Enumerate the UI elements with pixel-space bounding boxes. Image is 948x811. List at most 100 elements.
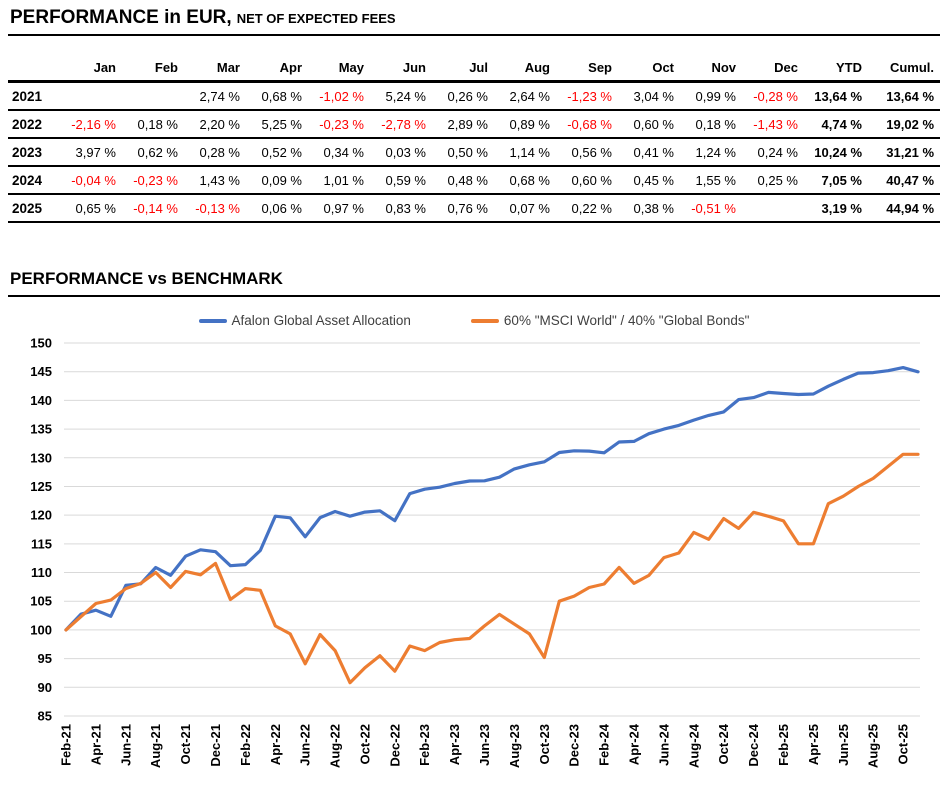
x-axis-tick-label: Jun-25 xyxy=(836,724,851,766)
y-axis-tick-label: 100 xyxy=(30,622,52,637)
value-cell: 0,50 % xyxy=(432,138,494,167)
value-cell: 2,20 % xyxy=(184,110,246,139)
header-cell-cumul: Cumul. xyxy=(868,36,940,83)
value-cell: -0,14 % xyxy=(122,194,184,223)
legend-label: Afalon Global Asset Allocation xyxy=(231,313,411,328)
x-axis-tick-label: Dec-21 xyxy=(208,724,223,767)
value-cell: 5,25 % xyxy=(246,110,308,139)
ytd-cell: 3,19 % xyxy=(804,194,868,223)
value-cell: 0,59 % xyxy=(370,166,432,195)
value-cell: -0,28 % xyxy=(742,81,804,111)
value-cell: 0,99 % xyxy=(680,81,742,111)
x-axis-tick-label: Oct-21 xyxy=(178,724,193,764)
x-axis-tick-label: Oct-24 xyxy=(716,723,731,764)
value-cell: 1,43 % xyxy=(184,166,246,195)
table-row-2023: 2023 3,97 % 0,62 % 0,28 % 0,52 % 0,34 % 0,03 %… xyxy=(8,138,940,167)
header-cell-jan: Jan xyxy=(60,36,122,83)
cumul-cell: 40,47 % xyxy=(868,166,940,195)
x-axis-tick-label: Apr-22 xyxy=(268,724,283,765)
value-cell: -0,68 % xyxy=(556,110,618,139)
x-axis-tick-label: Dec-24 xyxy=(746,723,761,766)
header-cell-sep: Sep xyxy=(556,36,618,83)
header-cell-nov: Nov xyxy=(680,36,742,83)
table-row-2021: 2021 2,74 % 0,68 % -1,02 % 5,24 % 0,26 % 2,64 … xyxy=(8,81,940,111)
x-axis-tick-label: Oct-23 xyxy=(537,724,552,764)
header-cell-oct: Oct xyxy=(618,36,680,83)
x-axis-tick-label: Feb-24 xyxy=(597,723,612,766)
x-axis-tick-label: Aug-23 xyxy=(507,724,522,768)
value-cell: 0,07 % xyxy=(494,194,556,223)
x-axis-tick-label: Jun-21 xyxy=(118,724,133,766)
value-cell: 0,25 % xyxy=(742,166,804,195)
year-cell: 2023 xyxy=(8,138,60,167)
value-cell: 0,68 % xyxy=(494,166,556,195)
value-cell: 0,60 % xyxy=(556,166,618,195)
table-title: PERFORMANCE in EUR, NET OF EXPECTED FEES xyxy=(8,0,940,36)
value-cell: 1,55 % xyxy=(680,166,742,195)
value-cell: 0,52 % xyxy=(246,138,308,167)
y-axis-tick-label: 115 xyxy=(31,536,52,551)
value-cell: -0,23 % xyxy=(308,110,370,139)
value-cell xyxy=(122,81,184,111)
year-cell: 2022 xyxy=(8,110,60,139)
value-cell: -2,78 % xyxy=(370,110,432,139)
header-cell-jul: Jul xyxy=(432,36,494,83)
x-axis-tick-label: Oct-22 xyxy=(357,724,372,764)
x-axis-tick-label: Apr-21 xyxy=(88,724,103,765)
cumul-cell: 19,02 % xyxy=(868,110,940,139)
x-axis-tick-label: Jun-23 xyxy=(477,724,492,766)
value-cell: 0,60 % xyxy=(618,110,680,139)
header-cell-mar: Mar xyxy=(184,36,246,83)
table-row-2025: 2025 0,65 % -0,14 % -0,13 % 0,06 % 0,97 % 0,83… xyxy=(8,194,940,223)
header-cell-may: May xyxy=(308,36,370,83)
afalon-series-line xyxy=(64,365,920,632)
value-cell: -2,16 % xyxy=(60,110,122,139)
table-title-suffix: NET OF EXPECTED FEES xyxy=(236,11,396,26)
value-cell: 0,48 % xyxy=(432,166,494,195)
value-cell: 3,97 % xyxy=(60,138,122,167)
cumul-cell: 44,94 % xyxy=(868,194,940,223)
x-axis-tick-label: Dec-23 xyxy=(567,724,582,767)
ytd-cell: 4,74 % xyxy=(804,110,868,139)
value-cell xyxy=(742,194,804,223)
benchmark-chart-section: PERFORMANCE vs BENCHMARK Afalon Global A… xyxy=(0,269,948,784)
year-cell: 2021 xyxy=(8,81,60,111)
value-cell: 3,04 % xyxy=(618,81,680,111)
value-cell: 0,09 % xyxy=(246,166,308,195)
value-cell: 0,76 % xyxy=(432,194,494,223)
x-axis-tick-label: Jun-24 xyxy=(656,723,671,766)
x-axis-tick-label: Oct-25 xyxy=(896,724,911,764)
value-cell xyxy=(60,81,122,111)
ytd-cell: 10,24 % xyxy=(804,138,868,167)
cumul-cell: 31,21 % xyxy=(868,138,940,167)
y-axis-tick-label: 135 xyxy=(30,422,52,437)
value-cell: 2,89 % xyxy=(432,110,494,139)
value-cell: -0,51 % xyxy=(680,194,742,223)
header-cell-feb: Feb xyxy=(122,36,184,83)
x-axis-tick-label: Feb-25 xyxy=(776,724,791,766)
y-axis-tick-label: 120 xyxy=(30,508,52,523)
value-cell: 0,26 % xyxy=(432,81,494,111)
value-cell: 0,89 % xyxy=(494,110,556,139)
performance-line-chart: 85 90 95 100 105 110 115 120 125 130 135 140 145 150 F… xyxy=(30,336,920,768)
afalon-legend-line-icon xyxy=(198,318,227,323)
value-cell: 2,64 % xyxy=(494,81,556,111)
header-cell-apr: Apr xyxy=(246,36,308,83)
chart-title: PERFORMANCE vs BENCHMARK xyxy=(8,269,940,297)
cumul-cell: 13,64 % xyxy=(868,81,940,111)
x-axis-tick-label: Jun-22 xyxy=(298,724,313,766)
x-axis-tick-label: Feb-22 xyxy=(238,724,253,766)
y-axis-tick-label: 110 xyxy=(31,565,52,580)
value-cell: 1,01 % xyxy=(308,166,370,195)
y-axis-tick-label: 125 xyxy=(30,479,52,494)
year-cell: 2024 xyxy=(8,166,60,195)
table-header-row: Jan Feb Mar Apr May Jun Jul Aug Sep Oct Nov Dec YTD C… xyxy=(8,36,940,83)
y-axis-tick-label: 145 xyxy=(30,364,52,379)
y-axis-tick-label: 150 xyxy=(30,336,52,351)
chart-legend: Afalon Global Asset Allocation 60% "MSCI … xyxy=(0,313,948,328)
y-axis-tick-label: 85 xyxy=(38,709,52,724)
value-cell: 2,74 % xyxy=(184,81,246,111)
value-cell: 0,97 % xyxy=(308,194,370,223)
value-cell: 0,65 % xyxy=(60,194,122,223)
